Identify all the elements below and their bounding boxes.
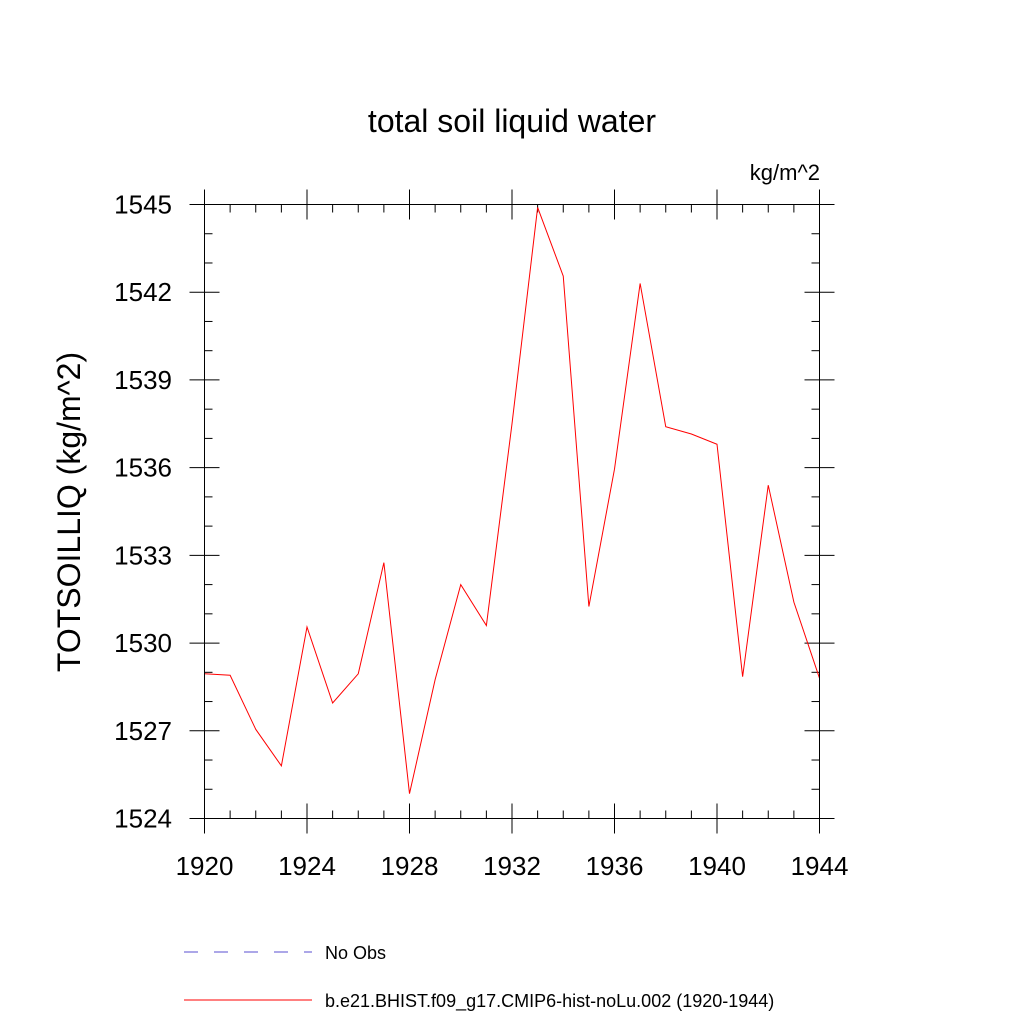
- legend: No Obs b.e21.BHIST.f09_g17.CMIP6-hist-noL…: [184, 943, 774, 1012]
- y-tick-label: 1542: [114, 277, 172, 307]
- plot-frame: [204, 204, 820, 819]
- x-tick-label: 1936: [586, 851, 644, 881]
- x-tick-label: 1932: [483, 851, 541, 881]
- y-tick-label: 1536: [114, 453, 172, 483]
- tick-labels: 1920 1924 1928 1932 1936 1940 1944 1524 1527 1530…: [114, 190, 848, 882]
- series-lines: [204, 207, 820, 794]
- legend-label: No Obs: [325, 943, 386, 963]
- x-tick-label: 1940: [688, 851, 746, 881]
- x-tick-label: 1920: [176, 851, 234, 881]
- y-tick-label: 1545: [114, 190, 172, 220]
- units-label: kg/m^2: [750, 160, 820, 185]
- x-tick-label: 1924: [278, 851, 336, 881]
- y-tick-label: 1533: [114, 540, 172, 570]
- minor-ticks: [204, 204, 820, 819]
- series-line: [204, 207, 820, 794]
- x-tick-label: 1944: [791, 851, 849, 881]
- y-tick-label: 1539: [114, 365, 172, 395]
- chart-title: total soil liquid water: [368, 103, 656, 139]
- y-tick-label: 1527: [114, 716, 172, 746]
- y-tick-label: 1530: [114, 628, 172, 658]
- y-tick-label: 1524: [114, 804, 172, 834]
- x-tick-label: 1928: [381, 851, 439, 881]
- legend-label: b.e21.BHIST.f09_g17.CMIP6-hist-noLu.002 …: [325, 991, 774, 1012]
- y-axis-label: TOTSOILLIQ (kg/m^2): [51, 352, 87, 672]
